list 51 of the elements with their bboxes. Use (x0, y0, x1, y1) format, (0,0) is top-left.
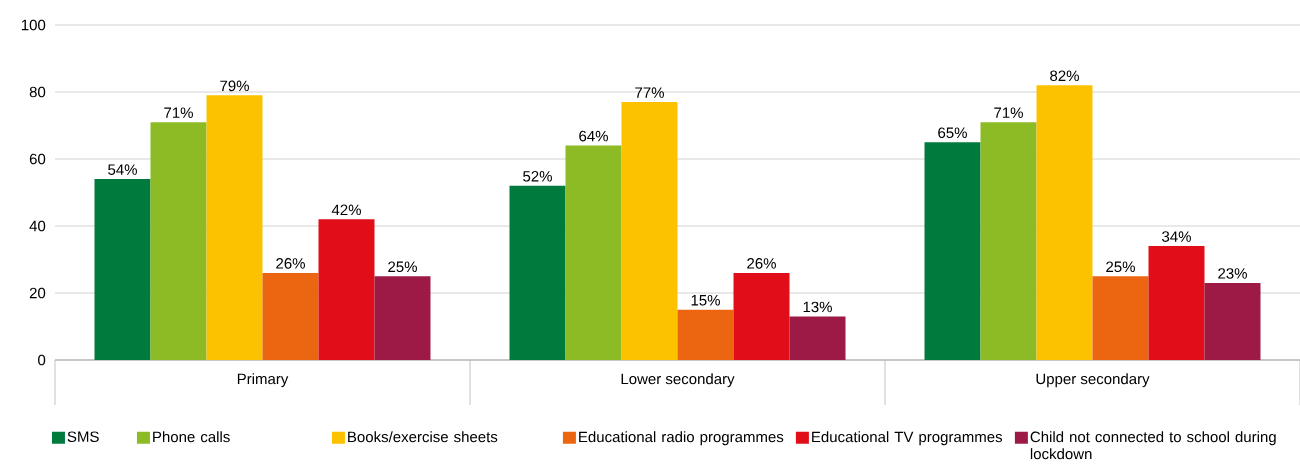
bar (1148, 246, 1205, 360)
bar (1092, 276, 1149, 360)
x-tick-label: Upper secondary (1036, 373, 1150, 388)
y-tick-label: 100 (21, 19, 46, 31)
y-tick-label: 20 (29, 287, 46, 299)
bar (980, 122, 1037, 360)
bar (621, 102, 678, 360)
bar (318, 219, 375, 360)
bar (374, 276, 431, 360)
data-label: 52% (523, 170, 552, 182)
data-label: 26% (276, 258, 305, 269)
data-label: 23% (1218, 268, 1247, 279)
data-label: 65% (938, 127, 967, 139)
legend-label: Child not connected to school during lockdown (1030, 431, 1276, 460)
data-label: 13% (803, 301, 832, 313)
legend-label: Phone calls (153, 431, 230, 443)
bar (733, 272, 790, 360)
data-label: 71% (994, 107, 1023, 118)
bar (150, 122, 207, 360)
y-tick-label: 0 (38, 354, 46, 366)
bar (924, 142, 981, 360)
data-label: 26% (747, 258, 776, 269)
bar (1036, 85, 1093, 360)
bar (1204, 282, 1261, 360)
data-label: 42% (331, 204, 361, 216)
data-label: 79% (220, 80, 249, 92)
bar (509, 185, 566, 360)
bar (565, 145, 622, 360)
data-label: 25% (1106, 261, 1135, 273)
legend-label: SMS (67, 431, 99, 442)
data-label: 71% (164, 107, 193, 118)
bar (789, 316, 846, 360)
data-label: 82% (1050, 70, 1079, 82)
y-tick-label: 60 (29, 153, 46, 165)
bar (677, 309, 734, 360)
data-label: 64% (579, 130, 608, 142)
data-label: 25% (388, 261, 417, 273)
legend-label: Books/exercise sheets (348, 431, 498, 443)
data-label: 54% (108, 164, 137, 175)
bar (94, 179, 151, 360)
y-tick-label: 40 (29, 220, 46, 232)
bar (206, 95, 263, 360)
legend-label: Educational radio programmes (579, 431, 784, 446)
x-tick-label: Primary (237, 373, 289, 388)
data-label: 15% (691, 295, 720, 306)
y-tick-label: 80 (29, 86, 46, 98)
x-tick-label: Lower secondary (621, 373, 735, 388)
bar (262, 272, 319, 360)
data-label: 34% (1162, 231, 1191, 242)
data-label: 77% (635, 87, 664, 98)
legend-label: Educational TV programmes (812, 431, 1003, 446)
